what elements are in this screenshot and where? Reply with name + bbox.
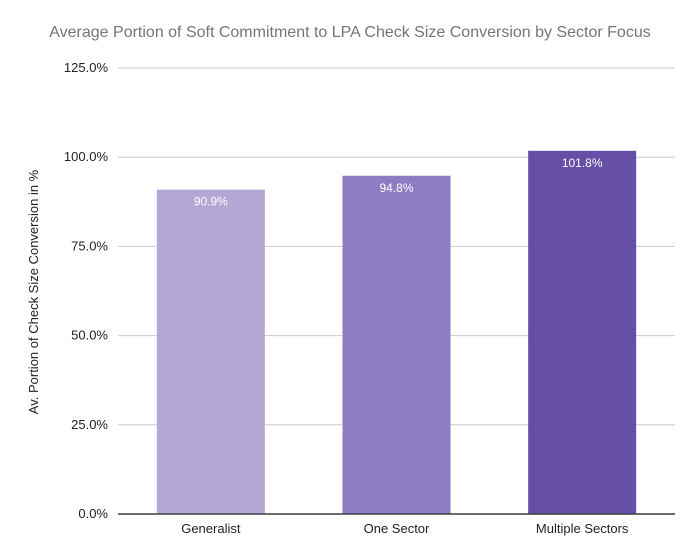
bar: [156, 189, 265, 514]
data-label: 101.8%: [562, 156, 603, 170]
bar: [528, 150, 637, 515]
y-axis-ticks: 0.0% 25.0% 50.0% 75.0% 100.0% 125.0%: [64, 60, 109, 521]
chart-title: Average Portion of Soft Commitment to LP…: [49, 24, 651, 41]
y-tick-label: 125.0%: [64, 60, 109, 75]
y-tick-label: 75.0%: [71, 238, 108, 253]
data-labels: 90.9% 94.8% 101.8%: [118, 156, 675, 515]
data-label: 94.8%: [379, 181, 413, 195]
x-category-label: Multiple Sectors: [536, 521, 629, 536]
y-tick-label: 25.0%: [71, 417, 108, 432]
y-tick-label: 50.0%: [71, 328, 108, 343]
y-tick-label: 100.0%: [64, 149, 109, 164]
y-axis-title: Av. Portion of Check Size Conversion in …: [26, 169, 41, 414]
bar: [342, 175, 451, 514]
x-axis-categories: Generalist One Sector Multiple Sectors: [181, 521, 629, 536]
bars: [156, 150, 637, 515]
x-category-label: Generalist: [181, 521, 241, 536]
data-label: 90.9%: [194, 195, 228, 209]
x-category-label: One Sector: [364, 521, 430, 536]
y-tick-label: 0.0%: [78, 506, 108, 521]
